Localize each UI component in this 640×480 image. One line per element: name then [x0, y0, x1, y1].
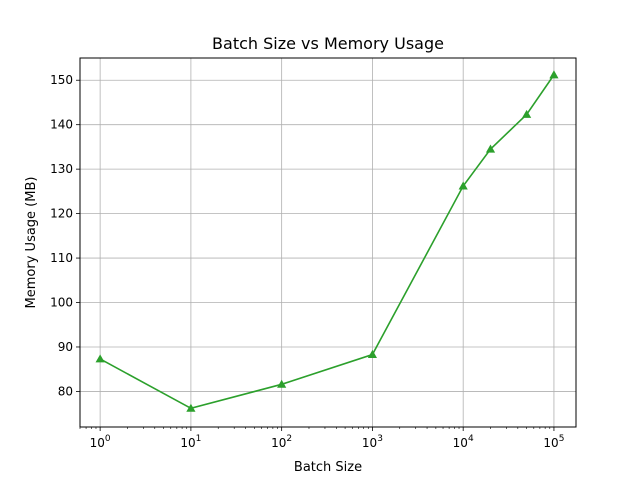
x-tick-exponent: 0 — [105, 434, 111, 444]
x-tick-exponent: 4 — [468, 434, 474, 444]
x-axis-label: Batch Size — [294, 460, 362, 475]
x-tick-exponent: 1 — [196, 434, 202, 444]
data-point — [277, 379, 287, 388]
x-tick-label: 100 — [90, 434, 111, 450]
x-tick-base: 10 — [271, 436, 286, 450]
y-tick-label: 100 — [50, 296, 73, 310]
plot-frame — [79, 57, 577, 428]
y-tick-label: 80 — [58, 384, 73, 398]
x-tick-exponent: 3 — [377, 434, 383, 444]
y-tick-label: 110 — [50, 251, 73, 265]
y-tick-label: 120 — [50, 207, 73, 221]
y-tick-label: 150 — [50, 73, 73, 87]
y-axis-label: Memory Usage (MB) — [24, 177, 39, 309]
x-tick-label: 101 — [180, 434, 201, 450]
y-tick-label: 130 — [50, 162, 73, 176]
y-tick-label: 90 — [58, 340, 73, 354]
grid — [80, 58, 576, 427]
data-point — [458, 181, 468, 190]
x-tick-base: 10 — [543, 436, 558, 450]
x-tick-base: 10 — [362, 436, 377, 450]
data-point — [367, 349, 378, 358]
data-point — [549, 70, 559, 79]
y-tick-label: 140 — [50, 118, 73, 132]
x-tick-exponent: 5 — [559, 434, 565, 444]
chart-title: Batch Size vs Memory Usage — [212, 34, 444, 53]
x-tick-label: 103 — [362, 434, 383, 450]
x-tick-exponent: 2 — [286, 434, 292, 444]
series-layer — [95, 70, 559, 412]
data-point — [485, 144, 496, 153]
x-tick-label: 102 — [271, 434, 292, 450]
series-line — [99, 74, 555, 410]
x-tick-label: 104 — [453, 434, 474, 450]
data-point — [522, 109, 532, 118]
x-tick-label: 105 — [543, 434, 564, 450]
x-tick-base: 10 — [453, 436, 468, 450]
data-point — [95, 354, 105, 363]
data-point — [186, 403, 196, 412]
x-tick-base: 10 — [180, 436, 195, 450]
x-tick-base: 10 — [90, 436, 105, 450]
